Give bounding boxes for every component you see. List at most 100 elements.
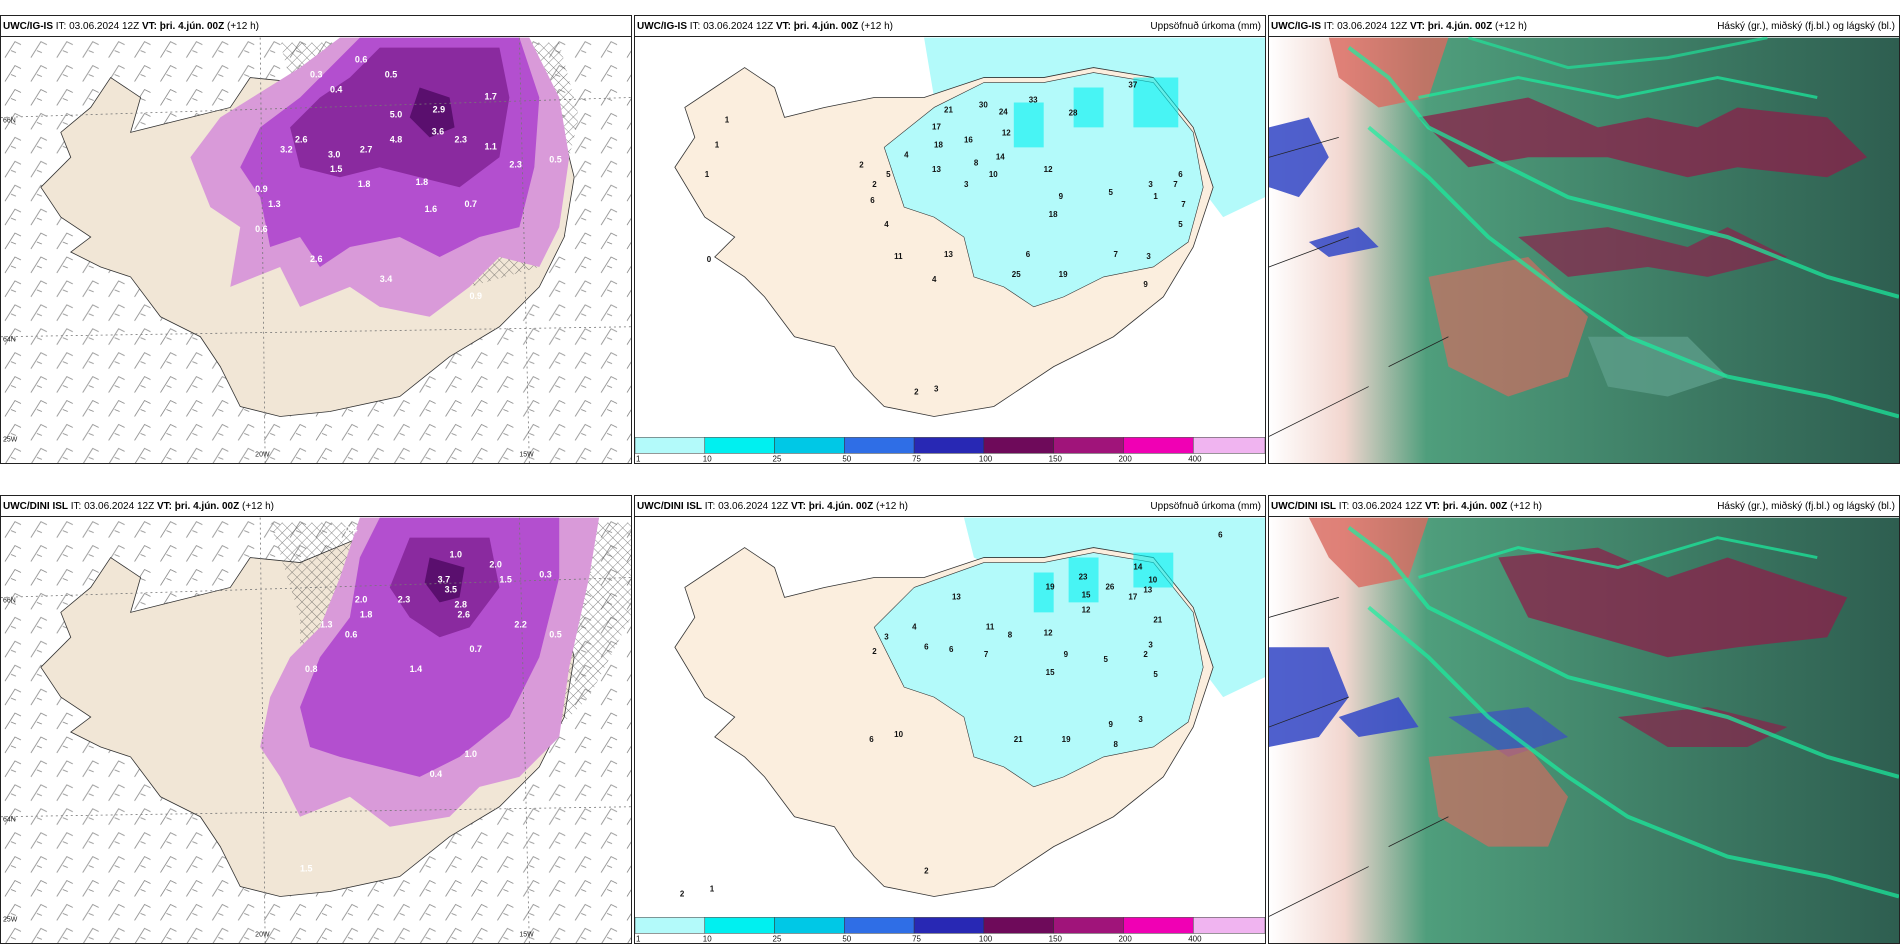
precip-value: 9	[1143, 280, 1148, 289]
precip-value: 1	[710, 884, 715, 893]
map-precip-dini: 6 14 23 26 17 10 13 19 15 13 12 21 4 3 2…	[635, 517, 1265, 943]
precip-value: 4	[904, 150, 909, 159]
precip-value: 2	[1143, 650, 1148, 659]
precip-value: 13	[944, 250, 953, 259]
snow-value: 1.0	[465, 749, 477, 759]
colorbar-segment	[1123, 437, 1194, 454]
lon-label: 20W	[255, 931, 270, 938]
precip-area-land	[883, 72, 1204, 308]
map-clouds-dini	[1269, 517, 1899, 943]
lon-label: 15W	[519, 451, 534, 458]
snow-value: 2.0	[355, 594, 367, 604]
precip-value: 12	[1044, 628, 1053, 637]
panel-right-title: Háský (gr.), miðský (fj.bl.) og lágský (…	[1717, 501, 1895, 512]
precip-value: 3	[884, 632, 889, 641]
snow-values: 0.4 1.0 3.7 3.5 2.8 2.0 2.6 2.3 1.5 1.8 …	[300, 525, 562, 874]
panel-clouds-igis: UWC/IG-IS IT: 03.06.2024 12Z VT: þri. 4.…	[1268, 15, 1900, 464]
precip-value: 3	[1148, 180, 1153, 189]
precip-value: 1	[1153, 192, 1158, 201]
map-snow-dini: 0.4 1.0 3.7 3.5 2.8 2.0 2.6 2.3 1.5 1.8 …	[1, 517, 631, 943]
map-precip-igis: 1 1 1 0 2 21 30 24 33 28 37 17 16 18 12 …	[635, 37, 1265, 463]
snow-value: 1.1	[484, 141, 496, 151]
precip-value: 5	[1178, 220, 1183, 229]
map-snow-igis: 0.3 0.6 0.4 0.5 2.9 3.6 1.7 2.3 1.1 4.8 …	[1, 37, 631, 463]
snow-value: 0.6	[345, 629, 357, 639]
precip-value: 12	[1002, 128, 1011, 137]
snow-value: 3.6	[432, 126, 444, 136]
precip-value: 4	[884, 220, 889, 229]
precip-value: 33	[1029, 95, 1038, 104]
precip-value: 4	[912, 622, 917, 631]
lat-label: 64N	[3, 817, 16, 824]
snow-value: 3.2	[280, 144, 292, 154]
precip-value: 2	[872, 647, 877, 656]
snow-value: 0.4	[430, 769, 442, 779]
colorbar-tick: 200	[1118, 454, 1132, 463]
snow-value: 0.9	[470, 291, 482, 301]
snow-value: 0.3	[310, 70, 322, 80]
precip-value: 13	[932, 165, 941, 174]
colorbar-segment	[1192, 917, 1265, 934]
colorbar-tick: 150	[1049, 934, 1063, 943]
panel-right-title: Uppsöfnuð úrkoma (mm)	[1150, 21, 1261, 32]
precip-value: 23	[1079, 572, 1088, 581]
precip-value: 5	[1108, 188, 1113, 197]
colorbar-tick: 50	[842, 454, 851, 463]
precip-value: 7	[1181, 200, 1186, 209]
snow-value: 1.3	[320, 619, 332, 629]
snow-value: 2.0	[489, 560, 501, 570]
colorbar-segment	[1053, 437, 1124, 454]
colorbar-tick: 50	[842, 934, 851, 943]
snow-value: 4.8	[390, 134, 402, 144]
lat-label: 25W	[3, 916, 18, 923]
precip-value: 19	[1046, 582, 1055, 591]
precip-value: 6	[924, 642, 929, 651]
snow-value: 0.5	[549, 629, 561, 639]
snow-value: 2.7	[360, 144, 372, 154]
colorbar-segment	[1053, 917, 1124, 934]
precip-value: 9	[1059, 192, 1064, 201]
colorbar-tick: 1	[636, 934, 641, 943]
colorbar-segment	[774, 917, 845, 934]
precip-value: 2	[859, 160, 864, 169]
axis-labels: 20W 15W 66N 64N 25W	[3, 597, 534, 938]
lat-label: 66N	[3, 117, 16, 124]
snow-value: 2.2	[514, 619, 526, 629]
precip-value: 5	[1153, 670, 1158, 679]
snow-value: 0.3	[539, 569, 551, 579]
precip-value: 0	[707, 255, 712, 264]
colorbar-segment	[1192, 437, 1265, 454]
precip-value: 10	[894, 730, 903, 739]
snow-value: 3.5	[445, 584, 457, 594]
colorbar-segment	[983, 917, 1054, 934]
precip-value: 3	[1148, 640, 1153, 649]
snow-value: 0.5	[385, 70, 397, 80]
colorbar-segment	[704, 917, 775, 934]
precip-value: 30	[979, 100, 988, 109]
colorbar-segment	[913, 437, 985, 454]
snow-value: 2.6	[310, 254, 322, 264]
panel-title: UWC/IG-IS IT: 03.06.2024 12Z VT: þri. 4.…	[1, 16, 631, 37]
snow-value: 2.3	[455, 134, 467, 144]
precip-value: 14	[996, 152, 1005, 161]
panel-title: UWC/IG-IS IT: 03.06.2024 12Z VT: þri. 4.…	[635, 16, 1265, 37]
precip-value: 6	[1026, 250, 1031, 259]
snow-value: 1.8	[360, 609, 372, 619]
map-clouds-igis	[1269, 37, 1899, 463]
colorbar-tick: 25	[773, 454, 782, 463]
precip-value: 3	[964, 180, 969, 189]
precip-value: 1	[705, 170, 710, 179]
precip-values: 6 14 23 26 17 10 13 19 15 13 12 21 4 3 2…	[680, 531, 1223, 899]
colorbar-segment	[1123, 917, 1194, 934]
snow-value: 0.8	[305, 664, 317, 674]
snow-value: 0.7	[470, 644, 482, 654]
panel-snow-igis: UWC/IG-IS IT: 03.06.2024 12Z VT: þri. 4.…	[0, 15, 632, 464]
colorbar-tick: 10	[703, 454, 712, 463]
colorbar-tick: 1	[636, 454, 641, 463]
precip-value: 2	[872, 180, 877, 189]
colorbar-tick: 400	[1188, 454, 1202, 463]
snow-value: 1.7	[484, 91, 496, 101]
snow-value: 2.8	[455, 599, 467, 609]
precip-value: 19	[1059, 270, 1068, 279]
snow-value: 1.5	[330, 164, 342, 174]
